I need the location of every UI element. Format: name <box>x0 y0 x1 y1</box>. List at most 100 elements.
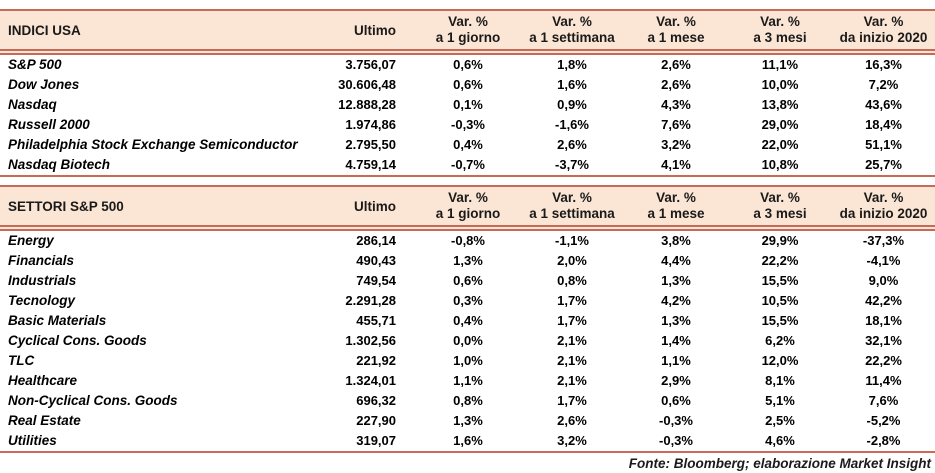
var-3-mesi-value: 12,0% <box>761 353 799 368</box>
indici-usa-body: S&P 500 3.756,07 0,6% 1,8% 2,6% 11,1% 16… <box>0 55 935 175</box>
ultimo-value: 2.795,50 <box>345 137 396 152</box>
var-1-giorno-value: 0,4% <box>453 137 483 152</box>
var-label: Var. % <box>448 190 488 205</box>
var-1-mese-value: 0,6% <box>661 393 691 408</box>
row-label: Non-Cyclical Cons. Goods <box>8 393 178 408</box>
var-inizio-2020-value: 18,1% <box>865 313 902 328</box>
ultimo-value: 455,71 <box>356 313 396 328</box>
var-label: Var. % <box>656 14 696 29</box>
period-label-3-mesi: a 3 mesi <box>753 30 807 45</box>
row-label: Industrials <box>8 273 77 288</box>
var-1-giorno-value: -0,7% <box>451 157 485 172</box>
ultimo-value: 221,92 <box>356 353 396 368</box>
var-inizio-2020-value: 32,1% <box>865 333 902 348</box>
var-3-mesi-value: 10,0% <box>761 77 799 92</box>
var-1-mese-value: 4,1% <box>661 157 691 172</box>
var-3-mesi-value: 22,2% <box>761 253 799 268</box>
var-1-mese-value: 1,3% <box>661 273 691 288</box>
row-label: Cyclical Cons. Goods <box>8 333 147 348</box>
var-1-settimana-value: 0,9% <box>557 97 587 112</box>
var-3-mesi-value: 10,8% <box>761 157 799 172</box>
indici-usa-header-row: INDICI USA Ultimo Var. % a 1 giorno Var.… <box>0 9 935 55</box>
var-1-mese-value: 1,3% <box>661 313 691 328</box>
period-label-1-giorno: a 1 giorno <box>435 206 501 221</box>
var-label: Var. % <box>863 190 904 205</box>
table-row: Nasdaq Biotech 4.759,14 -0,7% -3,7% 4,1%… <box>0 155 935 175</box>
var-3-mesi-value: 2,5% <box>765 413 795 428</box>
var-1-giorno-value: -0,8% <box>451 233 485 248</box>
column-header-ultimo: Ultimo <box>330 9 416 55</box>
indici-usa-title: INDICI USA <box>0 9 330 55</box>
column-header-var-1-settimana: Var. % a 1 settimana <box>520 185 624 231</box>
var-inizio-2020-value: 51,1% <box>865 137 902 152</box>
var-1-mese-value: 4,4% <box>661 253 691 268</box>
var-3-mesi-value: 15,5% <box>761 313 799 328</box>
ultimo-value: 4.759,14 <box>345 157 396 172</box>
var-3-mesi-value: 5,1% <box>765 393 795 408</box>
row-label: Dow Jones <box>8 77 80 92</box>
var-1-settimana-value: 1,7% <box>557 393 587 408</box>
column-header-var-inizio-2020: Var. % da inizio 2020 <box>832 9 935 55</box>
var-1-settimana-value: 1,7% <box>557 313 587 328</box>
column-header-var-1-settimana: Var. % a 1 settimana <box>520 9 624 55</box>
var-3-mesi-value: 6,2% <box>765 333 795 348</box>
row-label: Utilities <box>8 433 57 448</box>
var-label: Var. % <box>863 14 904 29</box>
var-1-settimana-value: -3,7% <box>555 157 589 172</box>
var-3-mesi-value: 11,1% <box>761 57 799 72</box>
var-inizio-2020-value: 42,2% <box>865 293 902 308</box>
var-1-mese-value: 2,9% <box>661 373 691 388</box>
table-row: Basic Materials 455,71 0,4% 1,7% 1,3% 15… <box>0 311 935 331</box>
column-header-ultimo: Ultimo <box>330 185 416 231</box>
settori-sp500-table: SETTORI S&P 500 Ultimo Var. % a 1 giorno… <box>0 185 935 453</box>
var-label: Var. % <box>448 14 488 29</box>
var-label: Var. % <box>552 190 592 205</box>
var-1-mese-value: 3,2% <box>661 137 691 152</box>
column-header-var-1-mese: Var. % a 1 mese <box>624 185 728 231</box>
row-label: Energy <box>8 233 54 248</box>
var-inizio-2020-value: 7,2% <box>868 77 899 92</box>
table-row: Tecnology 2.291,28 0,3% 1,7% 4,2% 10,5% … <box>0 291 935 311</box>
row-label: Nasdaq Biotech <box>8 157 111 172</box>
table-row: Healthcare 1.324,01 1,1% 2,1% 2,9% 8,1% … <box>0 371 935 391</box>
table-row: Utilities 319,07 1,6% 3,2% -0,3% 4,6% -2… <box>0 431 935 451</box>
var-inizio-2020-value: -5,2% <box>866 413 901 428</box>
indici-usa-table: INDICI USA Ultimo Var. % a 1 giorno Var.… <box>0 9 935 177</box>
var-1-giorno-value: 0,6% <box>453 77 483 92</box>
var-1-mese-value: 1,1% <box>661 353 691 368</box>
var-1-giorno-value: 0,1% <box>453 97 483 112</box>
var-label: Var. % <box>760 14 800 29</box>
column-header-var-1-giorno: Var. % a 1 giorno <box>416 9 520 55</box>
var-1-giorno-value: 1,1% <box>453 373 483 388</box>
period-label-1-giorno: a 1 giorno <box>435 30 501 45</box>
var-inizio-2020-value: 16,3% <box>865 57 902 72</box>
var-1-settimana-value: 0,8% <box>557 273 587 288</box>
ultimo-value: 1.302,56 <box>345 333 396 348</box>
var-1-mese-value: -0,3% <box>659 413 693 428</box>
var-3-mesi-value: 8,1% <box>765 373 795 388</box>
table-row: TLC 221,92 1,0% 2,1% 1,1% 12,0% 22,2% <box>0 351 935 371</box>
var-1-giorno-value: -0,3% <box>451 117 485 132</box>
var-1-giorno-value: 0,6% <box>453 57 483 72</box>
var-3-mesi-value: 29,0% <box>761 117 799 132</box>
table-row: Non-Cyclical Cons. Goods 696,32 0,8% 1,7… <box>0 391 935 411</box>
var-1-giorno-value: 0,6% <box>453 273 483 288</box>
var-1-settimana-value: 1,6% <box>557 77 587 92</box>
var-1-giorno-value: 1,0% <box>453 353 483 368</box>
var-1-giorno-value: 0,4% <box>453 313 483 328</box>
var-1-mese-value: 7,6% <box>661 117 691 132</box>
var-inizio-2020-value: -2,8% <box>866 433 901 448</box>
row-label: S&P 500 <box>8 57 62 72</box>
table-row: Industrials 749,54 0,6% 0,8% 1,3% 15,5% … <box>0 271 935 291</box>
ultimo-value: 12.888,28 <box>338 97 396 112</box>
var-1-settimana-value: 2,6% <box>557 413 587 428</box>
var-inizio-2020-value: 18,4% <box>865 117 902 132</box>
var-1-settimana-value: -1,1% <box>555 233 589 248</box>
ultimo-value: 286,14 <box>356 233 396 248</box>
period-label-1-mese: a 1 mese <box>647 206 705 221</box>
var-inizio-2020-value: -4,1% <box>866 253 901 268</box>
var-inizio-2020-value: 22,2% <box>865 353 902 368</box>
ultimo-value: 749,54 <box>356 273 396 288</box>
ultimo-value: 1.324,01 <box>345 373 396 388</box>
table-row: Philadelphia Stock Exchange Semiconducto… <box>0 135 935 155</box>
